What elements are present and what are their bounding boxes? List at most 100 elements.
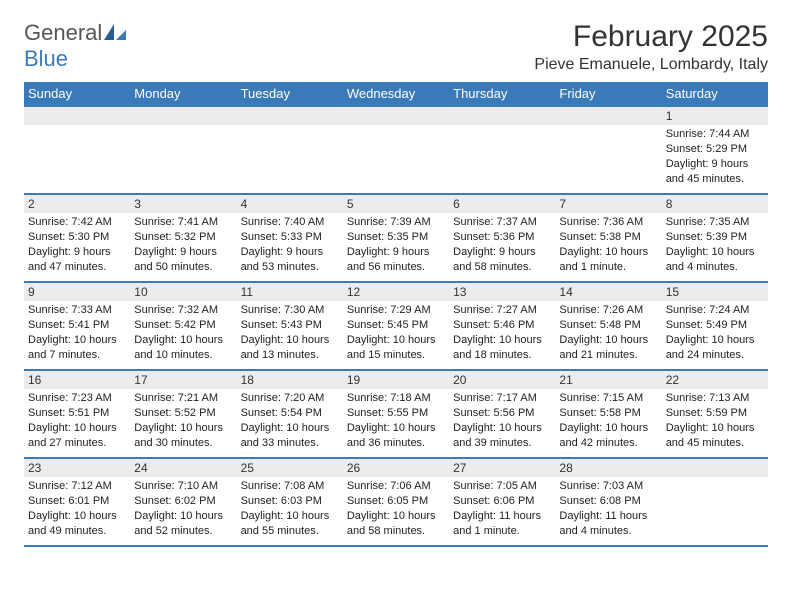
calendar-day-cell: 15Sunrise: 7:24 AMSunset: 5:49 PMDayligh… bbox=[662, 282, 768, 370]
day-number: 16 bbox=[24, 371, 130, 389]
calendar-day-cell: 1Sunrise: 7:44 AMSunset: 5:29 PMDaylight… bbox=[662, 106, 768, 194]
daylight-text: Daylight: 10 hours and 42 minutes. bbox=[559, 421, 657, 451]
weekday-header: Wednesday bbox=[343, 82, 449, 106]
day-info: Sunrise: 7:21 AMSunset: 5:52 PMDaylight:… bbox=[130, 389, 236, 454]
weekday-header: Thursday bbox=[449, 82, 555, 106]
day-number: 24 bbox=[130, 459, 236, 477]
daylight-text: Daylight: 11 hours and 1 minute. bbox=[453, 509, 551, 539]
daylight-text: Daylight: 10 hours and 7 minutes. bbox=[28, 333, 126, 363]
sunrise-text: Sunrise: 7:12 AM bbox=[28, 479, 126, 494]
weekday-row: SundayMondayTuesdayWednesdayThursdayFrid… bbox=[24, 82, 768, 106]
sunrise-text: Sunrise: 7:36 AM bbox=[559, 215, 657, 230]
calendar-week-row: 1Sunrise: 7:44 AMSunset: 5:29 PMDaylight… bbox=[24, 106, 768, 194]
day-info: Sunrise: 7:03 AMSunset: 6:08 PMDaylight:… bbox=[555, 477, 661, 542]
sunrise-text: Sunrise: 7:39 AM bbox=[347, 215, 445, 230]
sunrise-text: Sunrise: 7:32 AM bbox=[134, 303, 232, 318]
day-info: Sunrise: 7:41 AMSunset: 5:32 PMDaylight:… bbox=[130, 213, 236, 278]
calendar-day-cell: 4Sunrise: 7:40 AMSunset: 5:33 PMDaylight… bbox=[237, 194, 343, 282]
sunset-text: Sunset: 5:45 PM bbox=[347, 318, 445, 333]
brand-logo-text: General Blue bbox=[24, 20, 126, 72]
location-text: Pieve Emanuele, Lombardy, Italy bbox=[534, 56, 768, 74]
calendar-day-cell bbox=[555, 106, 661, 194]
calendar-day-cell: 21Sunrise: 7:15 AMSunset: 5:58 PMDayligh… bbox=[555, 370, 661, 458]
daylight-text: Daylight: 10 hours and 55 minutes. bbox=[241, 509, 339, 539]
calendar-day-cell: 20Sunrise: 7:17 AMSunset: 5:56 PMDayligh… bbox=[449, 370, 555, 458]
day-info: Sunrise: 7:29 AMSunset: 5:45 PMDaylight:… bbox=[343, 301, 449, 366]
calendar-day-cell: 23Sunrise: 7:12 AMSunset: 6:01 PMDayligh… bbox=[24, 458, 130, 546]
daylight-text: Daylight: 10 hours and 1 minute. bbox=[559, 245, 657, 275]
sunrise-text: Sunrise: 7:41 AM bbox=[134, 215, 232, 230]
daylight-text: Daylight: 10 hours and 18 minutes. bbox=[453, 333, 551, 363]
day-info: Sunrise: 7:18 AMSunset: 5:55 PMDaylight:… bbox=[343, 389, 449, 454]
sunset-text: Sunset: 6:02 PM bbox=[134, 494, 232, 509]
day-number: 9 bbox=[24, 283, 130, 301]
day-number: 7 bbox=[555, 195, 661, 213]
sunrise-text: Sunrise: 7:15 AM bbox=[559, 391, 657, 406]
day-number: 6 bbox=[449, 195, 555, 213]
brand-part2: Blue bbox=[24, 46, 68, 71]
day-number bbox=[24, 107, 130, 125]
day-number: 5 bbox=[343, 195, 449, 213]
daylight-text: Daylight: 9 hours and 47 minutes. bbox=[28, 245, 126, 275]
day-info: Sunrise: 7:32 AMSunset: 5:42 PMDaylight:… bbox=[130, 301, 236, 366]
day-number: 1 bbox=[662, 107, 768, 125]
sunrise-text: Sunrise: 7:35 AM bbox=[666, 215, 764, 230]
day-number: 28 bbox=[555, 459, 661, 477]
calendar-day-cell: 12Sunrise: 7:29 AMSunset: 5:45 PMDayligh… bbox=[343, 282, 449, 370]
calendar-week-row: 9Sunrise: 7:33 AMSunset: 5:41 PMDaylight… bbox=[24, 282, 768, 370]
sunrise-text: Sunrise: 7:18 AM bbox=[347, 391, 445, 406]
calendar-day-cell: 9Sunrise: 7:33 AMSunset: 5:41 PMDaylight… bbox=[24, 282, 130, 370]
sunrise-text: Sunrise: 7:10 AM bbox=[134, 479, 232, 494]
day-number bbox=[449, 107, 555, 125]
day-info: Sunrise: 7:33 AMSunset: 5:41 PMDaylight:… bbox=[24, 301, 130, 366]
day-number: 22 bbox=[662, 371, 768, 389]
daylight-text: Daylight: 10 hours and 45 minutes. bbox=[666, 421, 764, 451]
day-number: 19 bbox=[343, 371, 449, 389]
daylight-text: Daylight: 10 hours and 58 minutes. bbox=[347, 509, 445, 539]
weekday-header: Monday bbox=[130, 82, 236, 106]
daylight-text: Daylight: 11 hours and 4 minutes. bbox=[559, 509, 657, 539]
sunset-text: Sunset: 5:36 PM bbox=[453, 230, 551, 245]
sunset-text: Sunset: 5:42 PM bbox=[134, 318, 232, 333]
weekday-header: Tuesday bbox=[237, 82, 343, 106]
day-number: 13 bbox=[449, 283, 555, 301]
calendar-day-cell: 19Sunrise: 7:18 AMSunset: 5:55 PMDayligh… bbox=[343, 370, 449, 458]
sunrise-text: Sunrise: 7:30 AM bbox=[241, 303, 339, 318]
sunrise-text: Sunrise: 7:29 AM bbox=[347, 303, 445, 318]
sunset-text: Sunset: 6:08 PM bbox=[559, 494, 657, 509]
sunset-text: Sunset: 6:05 PM bbox=[347, 494, 445, 509]
calendar-day-cell: 28Sunrise: 7:03 AMSunset: 6:08 PMDayligh… bbox=[555, 458, 661, 546]
daylight-text: Daylight: 10 hours and 39 minutes. bbox=[453, 421, 551, 451]
calendar-week-row: 2Sunrise: 7:42 AMSunset: 5:30 PMDaylight… bbox=[24, 194, 768, 282]
day-number: 18 bbox=[237, 371, 343, 389]
day-info: Sunrise: 7:12 AMSunset: 6:01 PMDaylight:… bbox=[24, 477, 130, 542]
daylight-text: Daylight: 10 hours and 15 minutes. bbox=[347, 333, 445, 363]
day-info: Sunrise: 7:10 AMSunset: 6:02 PMDaylight:… bbox=[130, 477, 236, 542]
day-number: 14 bbox=[555, 283, 661, 301]
day-number: 4 bbox=[237, 195, 343, 213]
sunrise-text: Sunrise: 7:17 AM bbox=[453, 391, 551, 406]
sunset-text: Sunset: 5:49 PM bbox=[666, 318, 764, 333]
daylight-text: Daylight: 10 hours and 21 minutes. bbox=[559, 333, 657, 363]
day-info: Sunrise: 7:42 AMSunset: 5:30 PMDaylight:… bbox=[24, 213, 130, 278]
sunset-text: Sunset: 5:32 PM bbox=[134, 230, 232, 245]
calendar-table: SundayMondayTuesdayWednesdayThursdayFrid… bbox=[24, 82, 768, 547]
calendar-day-cell: 2Sunrise: 7:42 AMSunset: 5:30 PMDaylight… bbox=[24, 194, 130, 282]
sunrise-text: Sunrise: 7:21 AM bbox=[134, 391, 232, 406]
daylight-text: Daylight: 10 hours and 24 minutes. bbox=[666, 333, 764, 363]
month-title: February 2025 bbox=[534, 20, 768, 54]
sunset-text: Sunset: 5:59 PM bbox=[666, 406, 764, 421]
daylight-text: Daylight: 10 hours and 49 minutes. bbox=[28, 509, 126, 539]
day-number: 17 bbox=[130, 371, 236, 389]
sunset-text: Sunset: 5:55 PM bbox=[347, 406, 445, 421]
daylight-text: Daylight: 10 hours and 13 minutes. bbox=[241, 333, 339, 363]
day-number: 10 bbox=[130, 283, 236, 301]
sunset-text: Sunset: 5:54 PM bbox=[241, 406, 339, 421]
daylight-text: Daylight: 9 hours and 58 minutes. bbox=[453, 245, 551, 275]
sunset-text: Sunset: 5:48 PM bbox=[559, 318, 657, 333]
daylight-text: Daylight: 10 hours and 52 minutes. bbox=[134, 509, 232, 539]
calendar-week-row: 16Sunrise: 7:23 AMSunset: 5:51 PMDayligh… bbox=[24, 370, 768, 458]
daylight-text: Daylight: 10 hours and 36 minutes. bbox=[347, 421, 445, 451]
day-info: Sunrise: 7:39 AMSunset: 5:35 PMDaylight:… bbox=[343, 213, 449, 278]
day-info: Sunrise: 7:23 AMSunset: 5:51 PMDaylight:… bbox=[24, 389, 130, 454]
